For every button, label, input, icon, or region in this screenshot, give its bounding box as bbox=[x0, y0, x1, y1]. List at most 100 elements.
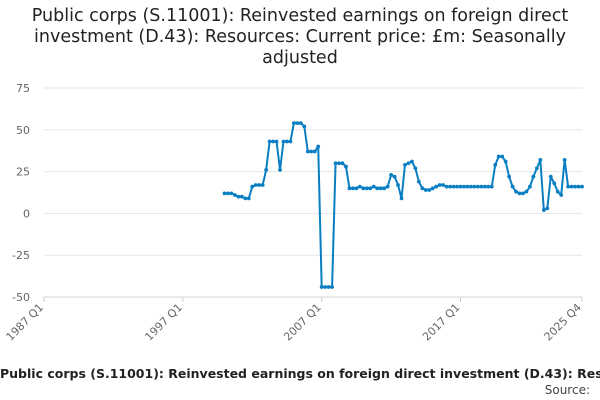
data-point[interactable] bbox=[458, 184, 463, 189]
data-point[interactable] bbox=[420, 186, 425, 191]
data-point[interactable] bbox=[580, 184, 584, 189]
data-point[interactable] bbox=[340, 161, 345, 166]
data-point[interactable] bbox=[413, 166, 418, 171]
data-point[interactable] bbox=[486, 184, 491, 189]
data-point[interactable] bbox=[507, 174, 512, 179]
data-point[interactable] bbox=[482, 184, 487, 189]
data-point[interactable] bbox=[569, 184, 574, 189]
data-point[interactable] bbox=[330, 285, 334, 289]
data-point[interactable] bbox=[406, 161, 411, 166]
data-point[interactable] bbox=[364, 186, 369, 191]
data-point[interactable] bbox=[552, 181, 557, 186]
data-point[interactable] bbox=[559, 193, 564, 197]
data-point[interactable] bbox=[312, 149, 317, 154]
data-point[interactable] bbox=[430, 186, 435, 191]
data-point[interactable] bbox=[378, 186, 383, 191]
data-point[interactable] bbox=[545, 206, 550, 211]
data-point[interactable] bbox=[243, 196, 248, 201]
data-point[interactable] bbox=[517, 191, 522, 196]
data-point[interactable] bbox=[399, 196, 404, 201]
data-point[interactable] bbox=[267, 139, 272, 144]
data-point[interactable] bbox=[462, 184, 466, 189]
legend[interactable]: Public corps (S.11001): Reinvested earni… bbox=[0, 366, 600, 383]
data-point[interactable] bbox=[375, 186, 380, 191]
data-point[interactable] bbox=[416, 179, 421, 184]
data-point[interactable] bbox=[455, 184, 459, 189]
data-point[interactable] bbox=[229, 191, 234, 196]
data-point[interactable] bbox=[357, 184, 362, 189]
data-point[interactable] bbox=[264, 168, 269, 172]
data-point[interactable] bbox=[305, 149, 310, 154]
data-point[interactable] bbox=[573, 184, 577, 189]
data-point[interactable] bbox=[555, 189, 560, 194]
data-point[interactable] bbox=[292, 121, 296, 126]
data-point[interactable] bbox=[465, 184, 470, 189]
data-point[interactable] bbox=[323, 285, 328, 289]
data-point[interactable] bbox=[354, 186, 359, 191]
data-point[interactable] bbox=[576, 184, 581, 189]
data-point[interactable] bbox=[489, 184, 494, 189]
data-point[interactable] bbox=[361, 186, 366, 191]
data-point[interactable] bbox=[351, 186, 355, 191]
data-point[interactable] bbox=[288, 139, 293, 144]
data-point[interactable] bbox=[493, 163, 498, 167]
data-point[interactable] bbox=[333, 161, 338, 166]
data-point[interactable] bbox=[514, 189, 518, 194]
data-point[interactable] bbox=[541, 208, 546, 212]
data-point[interactable] bbox=[257, 183, 262, 187]
data-point[interactable] bbox=[475, 184, 480, 189]
data-point[interactable] bbox=[562, 158, 567, 162]
data-point[interactable] bbox=[548, 174, 553, 179]
data-point[interactable] bbox=[427, 188, 432, 192]
data-point[interactable] bbox=[285, 139, 289, 144]
data-point[interactable] bbox=[222, 191, 227, 196]
data-point[interactable] bbox=[236, 194, 241, 199]
data-point[interactable] bbox=[260, 183, 265, 187]
data-point[interactable] bbox=[295, 121, 300, 126]
data-point[interactable] bbox=[434, 184, 439, 189]
data-point[interactable] bbox=[503, 159, 508, 164]
data-point[interactable] bbox=[472, 184, 477, 189]
data-point[interactable] bbox=[469, 184, 473, 189]
data-point[interactable] bbox=[319, 285, 324, 289]
data-point[interactable] bbox=[344, 164, 348, 169]
data-point[interactable] bbox=[500, 154, 505, 159]
data-point[interactable] bbox=[246, 196, 251, 201]
data-point[interactable] bbox=[233, 193, 237, 197]
data-point[interactable] bbox=[528, 184, 532, 189]
data-point[interactable] bbox=[281, 139, 286, 144]
data-point[interactable] bbox=[347, 186, 352, 191]
data-point[interactable] bbox=[389, 173, 393, 177]
data-point[interactable] bbox=[437, 183, 442, 187]
data-point[interactable] bbox=[496, 154, 501, 159]
data-point[interactable] bbox=[410, 159, 414, 164]
data-point[interactable] bbox=[403, 163, 407, 167]
data-point[interactable] bbox=[423, 188, 428, 192]
data-point[interactable] bbox=[479, 184, 484, 189]
legend-item-label[interactable]: Public corps (S.11001): Reinvested earni… bbox=[0, 366, 600, 381]
data-point[interactable] bbox=[396, 183, 400, 187]
data-point[interactable] bbox=[253, 183, 258, 187]
data-point[interactable] bbox=[444, 184, 449, 189]
data-point[interactable] bbox=[298, 121, 303, 126]
data-point[interactable] bbox=[534, 166, 539, 171]
data-point[interactable] bbox=[451, 184, 456, 189]
data-point[interactable] bbox=[521, 191, 525, 196]
data-point[interactable] bbox=[392, 174, 397, 179]
data-point[interactable] bbox=[316, 144, 321, 149]
data-point[interactable] bbox=[309, 149, 314, 154]
data-point[interactable] bbox=[368, 186, 373, 191]
data-point[interactable] bbox=[371, 184, 376, 189]
data-point[interactable] bbox=[448, 184, 452, 189]
data-point[interactable] bbox=[337, 161, 341, 166]
data-point[interactable] bbox=[382, 186, 387, 191]
data-point[interactable] bbox=[302, 124, 307, 129]
data-point[interactable] bbox=[278, 168, 282, 172]
data-point[interactable] bbox=[226, 191, 230, 196]
data-point[interactable] bbox=[524, 189, 529, 194]
data-point[interactable] bbox=[239, 194, 244, 199]
data-point[interactable] bbox=[566, 184, 571, 189]
data-point[interactable] bbox=[531, 174, 536, 179]
data-point[interactable] bbox=[385, 184, 390, 189]
data-point[interactable] bbox=[510, 184, 515, 189]
